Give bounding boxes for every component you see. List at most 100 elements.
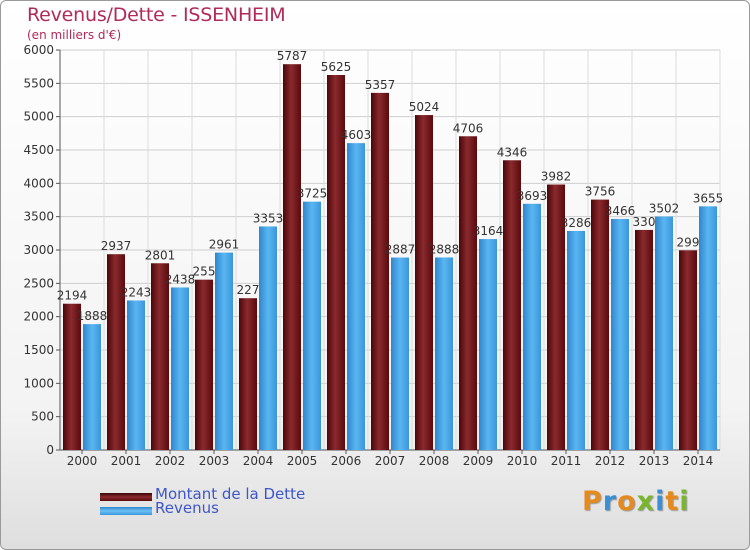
x-tick-label: 2014 xyxy=(683,454,714,468)
y-tick-label: 3000 xyxy=(23,243,54,257)
bar-revenus xyxy=(523,203,541,450)
bar-dette xyxy=(415,115,433,451)
data-label-dette: 4346 xyxy=(497,145,528,159)
bar-dette xyxy=(63,303,81,450)
data-label-revenus: 2887 xyxy=(385,243,416,257)
y-tick-label: 1500 xyxy=(23,343,54,357)
y-tick-label: 500 xyxy=(31,410,54,424)
x-tick-label: 2004 xyxy=(243,454,274,468)
data-label-revenus: 3466 xyxy=(605,204,636,218)
bar-dette xyxy=(459,136,477,450)
data-label-revenus: 2438 xyxy=(165,272,196,286)
x-tick-label: 2001 xyxy=(111,454,142,468)
bar-revenus xyxy=(83,324,101,450)
data-label-revenus: 3502 xyxy=(649,202,680,216)
data-label-dette: 227 xyxy=(237,283,260,297)
data-label-revenus: 3725 xyxy=(297,187,328,201)
bar-revenus xyxy=(391,257,409,450)
bar-revenus xyxy=(435,257,453,450)
logo-letter: P xyxy=(582,486,603,517)
legend-swatch-revenus xyxy=(100,507,152,515)
bar-dette xyxy=(239,298,257,450)
data-label-dette: 5625 xyxy=(321,60,352,74)
logo-letter: i xyxy=(679,486,690,517)
x-tick-label: 2007 xyxy=(375,454,406,468)
proxiti-logo: Proxiti xyxy=(582,486,690,517)
bar-dette xyxy=(591,199,609,450)
x-tick-label: 2003 xyxy=(199,454,230,468)
x-tick-label: 2002 xyxy=(155,454,186,468)
bar-dette xyxy=(635,229,653,450)
y-tick-label: 2500 xyxy=(23,276,54,290)
data-label-revenus: 2888 xyxy=(429,242,460,256)
data-label-revenus: 2961 xyxy=(209,238,240,252)
data-label-dette: 3982 xyxy=(541,170,572,184)
data-label-revenus: 3693 xyxy=(517,189,548,203)
y-tick-label: 4000 xyxy=(23,176,54,190)
data-label-dette: 5787 xyxy=(277,49,308,63)
bar-revenus xyxy=(347,143,365,450)
bar-revenus xyxy=(567,230,585,450)
bar-revenus xyxy=(259,226,277,450)
chart-title: Revenus/Dette - ISSENHEIM xyxy=(27,4,286,26)
x-tick-label: 2010 xyxy=(507,454,538,468)
bar-revenus xyxy=(171,287,189,450)
bar-revenus xyxy=(215,252,233,450)
data-label-revenus: 2243 xyxy=(121,285,152,299)
data-label-dette: 2801 xyxy=(145,248,176,262)
data-label-dette: 4706 xyxy=(453,121,484,135)
data-label-revenus: 3164 xyxy=(473,224,504,238)
x-tick-label: 2013 xyxy=(639,454,670,468)
legend-label-revenus: Revenus xyxy=(155,499,219,517)
logo-letter: i xyxy=(655,486,666,517)
bar-revenus xyxy=(655,216,673,450)
x-tick-label: 2008 xyxy=(419,454,450,468)
x-tick-label: 2012 xyxy=(595,454,626,468)
x-tick-label: 2011 xyxy=(551,454,582,468)
bar-dette xyxy=(547,184,565,451)
data-label-revenus: 3353 xyxy=(253,211,284,225)
bar-dette xyxy=(679,250,697,450)
bar-dette xyxy=(327,75,345,450)
data-label-revenus: 3655 xyxy=(693,191,724,205)
data-label-dette: 2937 xyxy=(101,239,132,253)
y-tick-label: 5500 xyxy=(23,76,54,90)
y-tick-label: 2000 xyxy=(23,310,54,324)
legend-label-debt: Montant de la Dette xyxy=(155,485,306,503)
y-tick-label: 0 xyxy=(46,443,54,457)
x-tick-label: 2005 xyxy=(287,454,318,468)
data-label-dette: 5357 xyxy=(365,78,396,92)
data-label-revenus: 3286 xyxy=(561,216,592,230)
data-label-dette: 5024 xyxy=(409,100,440,114)
bar-dette xyxy=(503,160,521,450)
x-tick-label: 2006 xyxy=(331,454,362,468)
bar-dette xyxy=(283,64,301,450)
bar-revenus xyxy=(611,218,629,450)
data-label-dette: 299 xyxy=(677,235,700,249)
bar-dette xyxy=(371,92,389,450)
bar-dette xyxy=(195,279,213,450)
data-label-dette: 3756 xyxy=(585,185,616,199)
bar-revenus xyxy=(479,239,497,450)
x-tick-label: 2009 xyxy=(463,454,494,468)
y-tick-label: 6000 xyxy=(23,43,54,57)
data-label-revenus: 1888 xyxy=(77,309,108,323)
y-tick-label: 3500 xyxy=(23,210,54,224)
bar-dette xyxy=(107,254,125,450)
data-label-dette: 330 xyxy=(633,215,656,229)
y-tick-label: 5000 xyxy=(23,110,54,124)
data-label-dette: 255 xyxy=(193,265,216,279)
data-label-dette: 2194 xyxy=(57,289,88,303)
bar-revenus xyxy=(127,300,145,450)
y-tick-label: 4500 xyxy=(23,143,54,157)
legend-swatch-debt xyxy=(100,493,152,501)
y-tick-label: 1000 xyxy=(23,376,54,390)
bar-revenus xyxy=(303,201,321,450)
logo-letter: x xyxy=(636,486,656,517)
bar-dette xyxy=(151,263,169,450)
chart-subtitle: (en milliers d'€) xyxy=(27,28,122,42)
logo-letter: o xyxy=(617,486,637,517)
logo-letter: t xyxy=(665,486,680,517)
x-tick-label: 2000 xyxy=(67,454,98,468)
